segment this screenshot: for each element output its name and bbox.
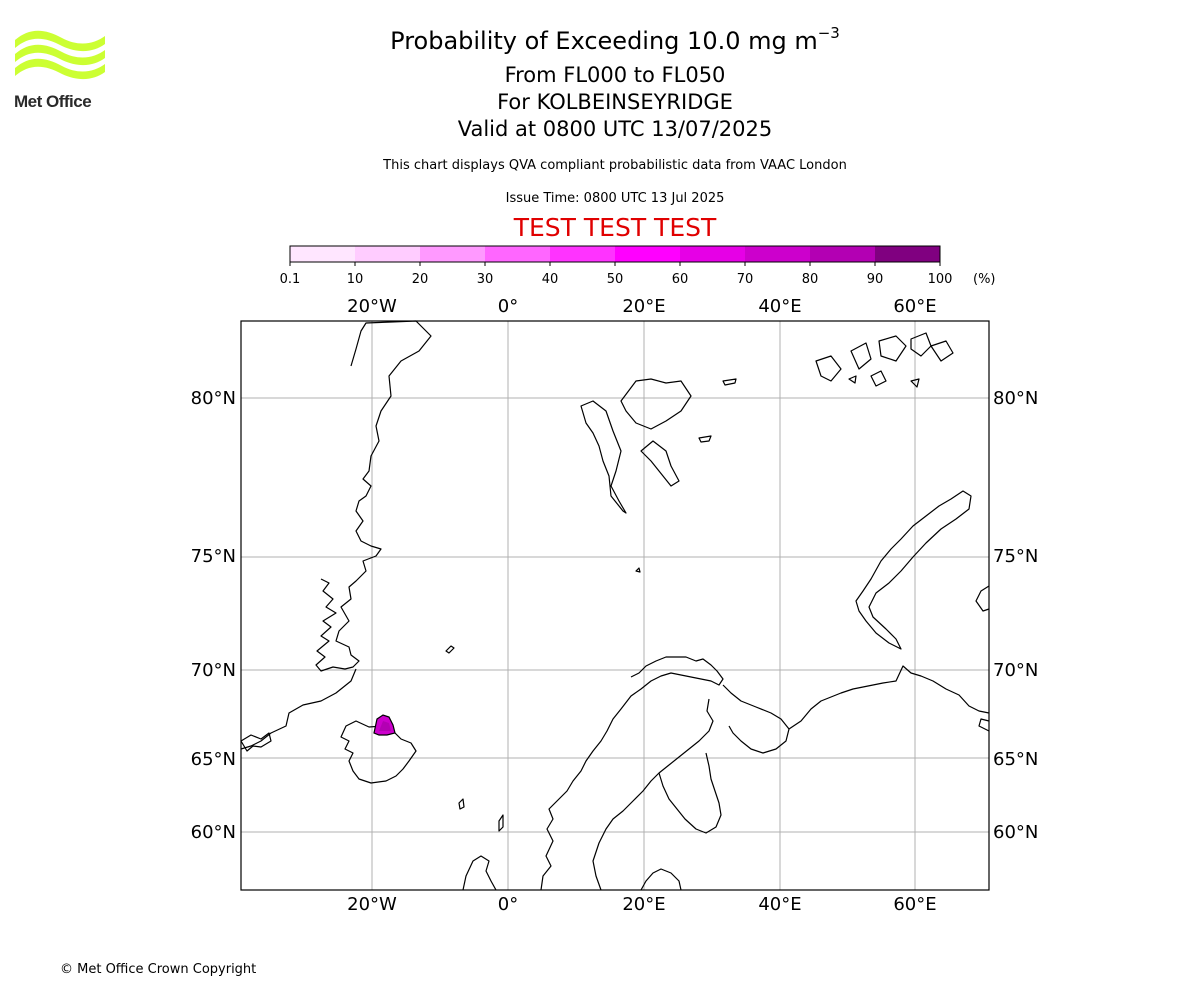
chart-title-text: Probability of Exceeding 10.0 mg m bbox=[390, 27, 818, 55]
lat-labels-right: 80°N 75°N 70°N 65°N 60°N bbox=[993, 388, 1038, 843]
copyright: © Met Office Crown Copyright bbox=[60, 962, 257, 977]
coast-shetland bbox=[498, 814, 504, 832]
coast-novaya-zemlya-south bbox=[975, 585, 990, 612]
coast-jan-mayen bbox=[445, 645, 455, 654]
coast-novaya-zemlya bbox=[855, 490, 972, 650]
test-banner: TEST TEST TEST bbox=[513, 213, 717, 242]
coast-finland bbox=[658, 752, 722, 834]
lon-label-bottom-20w: 20°W bbox=[347, 894, 397, 915]
colorbar-swatch bbox=[550, 246, 616, 262]
lat-label-left-75n: 75°N bbox=[191, 546, 236, 567]
lat-label-right-60n: 60°N bbox=[993, 822, 1038, 843]
map: 20°W 0° 20°E 40°E 60°E 20°W 0° 20°E 40°E… bbox=[191, 296, 1039, 915]
colorbar-swatch bbox=[680, 246, 746, 262]
colorbar-swatch bbox=[615, 246, 681, 262]
coast-svalbard bbox=[580, 378, 692, 514]
lon-labels-bottom: 20°W 0° 20°E 40°E 60°E bbox=[347, 894, 936, 915]
colorbar-label: 40 bbox=[542, 272, 559, 287]
colorbar-swatch bbox=[290, 246, 356, 262]
colorbar-label: 90 bbox=[867, 272, 884, 287]
colorbar-swatches bbox=[290, 246, 941, 262]
colorbar-swatch bbox=[420, 246, 486, 262]
coast-franz-josef bbox=[815, 332, 954, 388]
colorbar-label: 80 bbox=[802, 272, 819, 287]
lon-label-bottom-60e: 60°E bbox=[893, 894, 936, 915]
colorbar-label: 10 bbox=[347, 272, 364, 287]
lat-label-left-80n: 80°N bbox=[191, 388, 236, 409]
coast-scotland bbox=[462, 855, 497, 891]
chart-title: Probability of Exceeding 10.0 mg m−3 bbox=[0, 24, 1200, 55]
coast-kola bbox=[722, 684, 790, 754]
lon-label-bottom-20e: 20°E bbox=[622, 894, 665, 915]
level-range: From FL000 to FL050 bbox=[504, 63, 726, 87]
lat-label-right-75n: 75°N bbox=[993, 546, 1038, 567]
graticule bbox=[241, 321, 989, 890]
lon-label-top-0: 0° bbox=[498, 296, 518, 317]
lat-label-left-70n: 70°N bbox=[191, 660, 236, 681]
plume-core bbox=[379, 721, 391, 731]
coast-bear-island bbox=[635, 567, 641, 573]
colorbar-label: 0.1 bbox=[280, 272, 300, 287]
coast-greenland-north bbox=[315, 320, 432, 672]
colorbar-swatch bbox=[355, 246, 421, 262]
lat-labels-left: 80°N 75°N 70°N 65°N 60°N bbox=[191, 388, 236, 843]
issue-time: Issue Time: 0800 UTC 13 Jul 2025 bbox=[505, 191, 725, 206]
disclaimer-text: This chart displays QVA compliant probab… bbox=[383, 158, 847, 173]
colorbar-label: 100 bbox=[928, 272, 953, 287]
coast-gulf-finland bbox=[640, 868, 682, 891]
lon-label-bottom-0: 0° bbox=[498, 894, 518, 915]
lon-labels-top: 20°W 0° 20°E 40°E 60°E bbox=[347, 296, 936, 317]
colorbar-labels: 0.1 10 20 30 40 50 60 70 80 90 100 bbox=[280, 262, 952, 287]
map-frame bbox=[240, 320, 990, 891]
lat-label-right-80n: 80°N bbox=[993, 388, 1038, 409]
lat-label-left-60n: 60°N bbox=[191, 822, 236, 843]
coast-svalbard-east bbox=[698, 378, 737, 443]
coast-faroes bbox=[458, 798, 465, 810]
colorbar-label: 30 bbox=[477, 272, 494, 287]
coast-norway bbox=[540, 656, 724, 891]
colorbar: 0.1 10 20 30 40 50 60 70 80 90 100 (%) bbox=[280, 245, 996, 287]
colorbar-label: 60 bbox=[672, 272, 689, 287]
colorbar-swatch bbox=[875, 246, 941, 262]
lat-label-right-70n: 70°N bbox=[993, 660, 1038, 681]
coast-yamal bbox=[978, 718, 990, 732]
lon-label-top-20e: 20°E bbox=[622, 296, 665, 317]
location-name: For KOLBEINSEYRIDGE bbox=[497, 90, 733, 114]
lon-label-bottom-40e: 40°E bbox=[758, 894, 801, 915]
lon-label-top-60e: 60°E bbox=[893, 296, 936, 317]
colorbar-swatch bbox=[485, 246, 551, 262]
lat-label-left-65n: 65°N bbox=[191, 749, 236, 770]
colorbar-swatch bbox=[745, 246, 811, 262]
colorbar-label: 70 bbox=[737, 272, 754, 287]
coast-white-sea bbox=[788, 665, 990, 730]
chart-title-superscript: −3 bbox=[817, 24, 840, 42]
map-background bbox=[241, 321, 989, 890]
lon-label-top-40e: 40°E bbox=[758, 296, 801, 317]
coast-greenland-south bbox=[240, 668, 357, 750]
met-office-logo: Met Office bbox=[14, 30, 109, 112]
valid-time: Valid at 0800 UTC 13/07/2025 bbox=[457, 117, 773, 141]
lat-label-right-65n: 65°N bbox=[993, 749, 1038, 770]
colorbar-unit: (%) bbox=[973, 272, 996, 287]
ash-probability-plume bbox=[373, 714, 396, 736]
coast-greenland-islands bbox=[240, 732, 272, 752]
logo-text: Met Office bbox=[14, 92, 92, 111]
met-office-waves-icon bbox=[15, 30, 105, 80]
lon-label-top-20w: 20°W bbox=[347, 296, 397, 317]
map-panel bbox=[240, 320, 990, 891]
colorbar-label: 50 bbox=[607, 272, 624, 287]
colorbar-swatch bbox=[810, 246, 876, 262]
coast-baltic bbox=[592, 698, 714, 891]
colorbar-label: 20 bbox=[412, 272, 429, 287]
